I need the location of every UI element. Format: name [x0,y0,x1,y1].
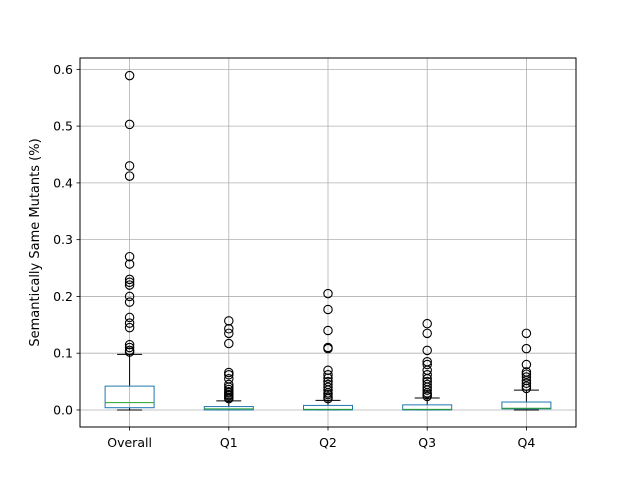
outlier-point [124,161,135,171]
x-tick-label: Q3 [418,435,436,450]
outlier-point [124,277,135,287]
x-tick-label: Q4 [518,435,536,450]
outlier-point [224,328,234,339]
y-tick-label: 0.5 [53,119,73,134]
outlier-point [323,325,333,336]
y-tick-label: 0.6 [53,62,73,77]
x-tick-label: Q1 [220,435,238,450]
outlier-point [521,372,532,382]
y-axis-label: Semantically Same Mutants (%) [28,138,43,346]
box-iqr [203,406,254,411]
outlier-point [422,391,432,402]
outlier-point [521,383,532,394]
outlier-point [124,274,135,285]
outlier-point [521,369,532,379]
outlier-point [224,370,234,380]
outlier-point [124,339,135,350]
outlier-point [124,259,135,269]
outlier-point [124,318,135,328]
outlier-point [323,343,333,354]
outlier-point [323,304,333,315]
x-tick-label: Overall [107,435,152,450]
outlier-point [422,370,432,380]
outlier-point [124,291,135,302]
y-axis-ticks: 0.0 0.1 0.2 0.3 0.4 0.5 0.6 [53,62,80,417]
box-iqr [402,404,453,411]
x-axis-ticks: Overall Q1 Q2 Q3 Q4 [107,427,535,450]
y-tick-label: 0.0 [53,402,73,417]
box-q4 [501,389,552,411]
outlier-point [521,381,532,391]
y-tick-label: 0.4 [53,175,73,190]
outlier-point [124,119,135,130]
y-tick-label: 0.1 [53,346,73,361]
outlier-point [422,359,432,370]
box-iqr [303,404,353,411]
outlier-point [422,328,432,339]
outlier-points [124,70,532,404]
box-q1 [203,400,254,411]
y-tick-label: 0.3 [53,232,73,247]
box-q3 [402,397,453,411]
box-iqr [104,385,155,409]
outlier-point [521,343,532,354]
outlier-point [422,345,432,356]
outlier-point [323,389,333,400]
outlier-point [224,393,234,404]
outlier-point [323,288,333,299]
outlier-point [323,393,333,404]
outlier-point [422,382,432,393]
outlier-point [521,378,532,389]
outlier-point [124,297,135,307]
box-overall [104,353,155,411]
outlier-point [124,312,135,323]
outlier-point [224,367,234,378]
box-iqr [501,401,552,410]
y-tick-label: 0.2 [53,289,73,304]
outlier-point [323,373,333,383]
outlier-point [323,382,333,393]
outlier-point [124,171,135,181]
outlier-point [124,280,135,290]
x-tick-label: Q2 [319,435,337,450]
outlier-point [521,359,532,370]
outlier-point [521,328,532,339]
box-plots [104,353,552,411]
outlier-point [124,347,135,357]
outlier-point [124,70,135,81]
outlier-point [124,251,135,262]
outlier-point [124,342,135,353]
outlier-point [422,385,432,395]
outlier-point [224,338,234,349]
outlier-point [323,370,333,380]
outlier-point [422,318,432,329]
outlier-point [224,324,234,334]
grid-lines [80,58,576,427]
outlier-point [124,322,135,333]
